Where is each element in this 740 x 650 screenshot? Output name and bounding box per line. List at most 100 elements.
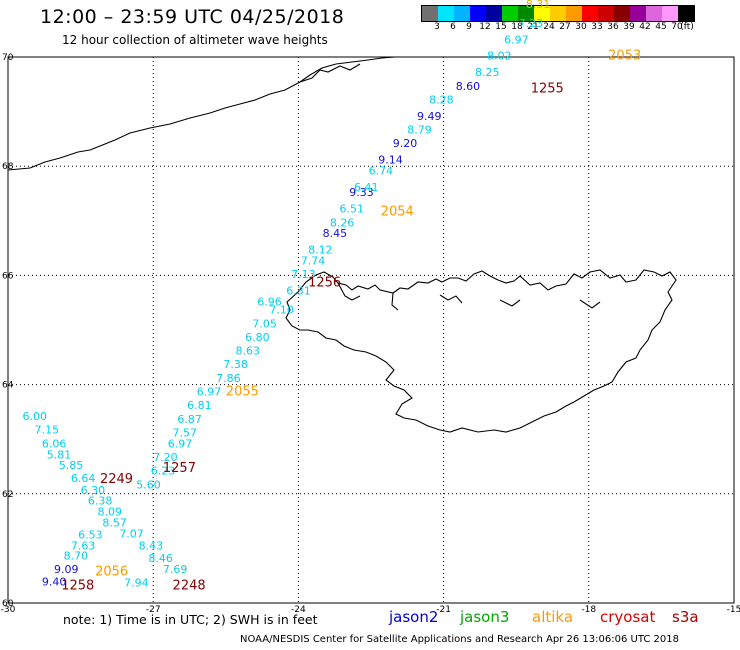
page-title: 12:00 – 23:59 UTC 04/25/2018 (40, 6, 345, 28)
swh-value: 6.31 (286, 285, 311, 298)
colorbar-tick-label: 36 (607, 22, 619, 32)
map-labels: 6.007.156.065.815.856.646.306.388.098.57… (23, 0, 642, 593)
latitude-label: 64 (2, 381, 14, 391)
swh-value: 7.94 (124, 577, 149, 590)
pass-time-label: 2248 (173, 578, 206, 593)
swh-value: 8.28 (429, 93, 454, 106)
colorbar-tick-label: 33 (591, 22, 603, 32)
longitude-label: -24 (291, 605, 306, 615)
swh-value: 6.96 (257, 295, 282, 308)
pass-time-label: 2053 (608, 49, 641, 64)
swh-value: 7.38 (223, 358, 248, 371)
longitude-label: -21 (436, 605, 451, 615)
colorbar-swatch (598, 6, 614, 21)
latitude-label: 70 (2, 53, 14, 63)
colorbar-swatch (470, 6, 486, 21)
colorbar-tick-label: (ft) (680, 22, 694, 32)
swh-value: 6.38 (88, 495, 113, 508)
colorbar-swatch (438, 6, 454, 21)
swh-value: 9.40 (42, 576, 67, 589)
longitude-label: -30 (1, 605, 16, 615)
pass-time-label: 1257 (163, 461, 196, 476)
colorbar-tick-label: 9 (466, 22, 472, 32)
colorbar-swatch (454, 6, 470, 21)
swh-value: 6.53 (78, 529, 103, 542)
latitude-label: 66 (2, 271, 14, 281)
pass-time-label: 2054 (381, 204, 414, 219)
colorbar-swatch (646, 6, 662, 21)
colorbar-swatch (422, 6, 438, 21)
colorbar-tick-label: 70 (671, 22, 683, 32)
swh-value: 8.60 (456, 80, 481, 93)
colorbar-tick-label: 3 (434, 22, 440, 32)
swh-value: 6.97 (168, 437, 193, 450)
swh-value: 6.30 (81, 484, 106, 497)
iceland-fjord-5 (579, 299, 601, 309)
credit-line: NOAA/NESDIS Center for Satellite Applica… (240, 634, 679, 645)
swh-value: 5.85 (59, 459, 84, 472)
swh-value: 6.23 (151, 465, 176, 478)
swh-value: 7.15 (35, 424, 60, 437)
map-frame (7, 56, 735, 604)
swh-value: 8.26 (330, 216, 355, 229)
swh-value: 6.64 (71, 472, 96, 485)
greenland-coastline (7, 56, 396, 171)
colorbar-tick-label: 39 (623, 22, 635, 32)
colorbar-swatch (502, 6, 518, 21)
swh-value: 7.10 (269, 304, 294, 317)
pass-time-label: 1258 (61, 578, 94, 593)
swh-value: 7.57 (173, 426, 198, 439)
swh-value: 8.70 (64, 549, 89, 562)
legend-item-jason3: jason3 (460, 608, 510, 626)
swh-value: 8.31 (526, 0, 551, 11)
colorbar-swatch (518, 6, 534, 21)
swh-value: 8.43 (139, 539, 164, 552)
pass-time-label: 2249 (100, 472, 133, 487)
swh-value: 9.20 (393, 137, 418, 150)
swh-value: 6.80 (245, 331, 270, 344)
swh-value: 6.51 (340, 203, 365, 216)
swh-value: 8.12 (308, 244, 333, 257)
swh-value: 9.33 (349, 186, 374, 199)
swh-value: 7.74 (301, 254, 326, 267)
swh-value: 5.60 (136, 478, 161, 491)
legend-item-jason2: jason2 (389, 608, 439, 626)
swh-value: 9.09 (54, 563, 78, 576)
legend-item-s3a: s3a (672, 608, 699, 626)
swh-value: 7.86 (216, 372, 241, 385)
pass-time-label: 1255 (531, 81, 564, 96)
colorbar-swatch (678, 6, 694, 21)
iceland-coastline (285, 269, 677, 433)
swh-value: 8.57 (102, 517, 127, 530)
swh-value: 8.79 (407, 123, 432, 136)
swh-value: 6.87 (177, 413, 202, 426)
colorbar-swatch (582, 6, 598, 21)
footnote: note: 1) Time is in UTC; 2) SWH is in fe… (63, 612, 318, 627)
colorbar-tick-label: 15 (495, 22, 507, 32)
swh-value: 9.14 (378, 153, 403, 166)
swh-value: 5.81 (47, 448, 72, 461)
swh-value: 8.46 (148, 552, 173, 565)
pass-time-label: 1256 (308, 275, 341, 290)
swh-value: 6.74 (369, 164, 394, 177)
swh-value: 6.41 (354, 181, 379, 194)
swh-value: 7.13 (291, 268, 316, 281)
latitude-label: 68 (2, 162, 14, 172)
colorbar-swatch (614, 6, 630, 21)
swh-value: 8.63 (235, 345, 259, 358)
latitude-label: 62 (2, 490, 13, 500)
legend-item-altika: altika (532, 608, 574, 626)
longitude-label: -27 (146, 605, 161, 615)
pass-time-label: 2055 (226, 385, 259, 400)
wave-height-colorbar (421, 5, 695, 22)
legend-item-cryosat: cryosat (600, 608, 656, 626)
swh-value: 7.69 (163, 563, 188, 576)
swh-value: 7.07 (119, 527, 144, 540)
colorbar-tick-label: 45 (655, 22, 667, 32)
swh-value: 6.81 (187, 399, 212, 412)
colorbar-tick-label: 30 (575, 22, 587, 32)
swh-value: 8.25 (475, 66, 500, 79)
map-grid: -30 -27 -24 -21 -18 -15 70 68 66 64 62 60 (1, 53, 740, 615)
swh-value: 8.45 (323, 227, 348, 240)
